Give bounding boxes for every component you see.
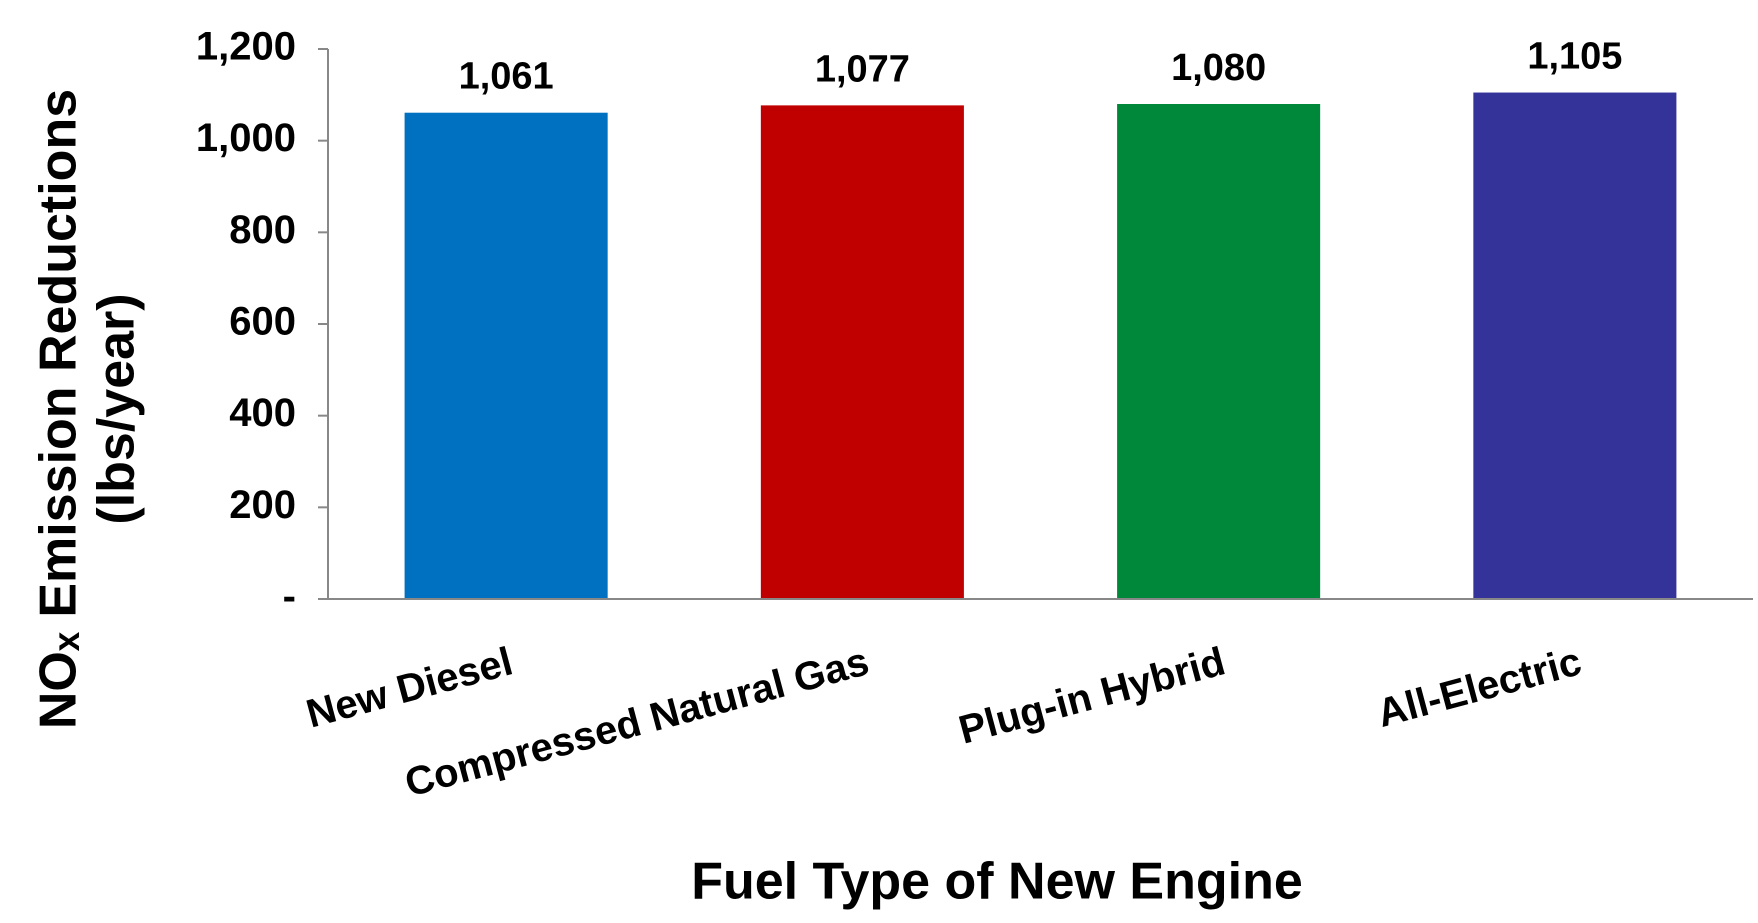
y-tick-label: 1,000 <box>196 116 296 160</box>
x-tick-label: Plug-in Hybrid <box>954 639 1229 752</box>
y-tick-label: 400 <box>229 391 296 435</box>
bar <box>1473 92 1677 600</box>
y-tick-label: 1,200 <box>196 25 296 69</box>
value-label: 1,080 <box>1171 47 1266 89</box>
y-tick-label: - <box>283 575 296 619</box>
y-axis-title: NOₓ Emission Reductions <box>30 89 88 729</box>
x-tick-label: All-Electric <box>1373 639 1586 736</box>
value-label: 1,077 <box>815 48 910 90</box>
y-tick-label: 200 <box>229 483 296 527</box>
x-axis-title: Fuel Type of New Engine <box>691 853 1303 911</box>
bar <box>1117 104 1321 599</box>
y-tick-label: 800 <box>229 208 296 252</box>
bar <box>404 112 608 599</box>
y-tick-label: 600 <box>229 300 296 344</box>
value-label: 1,105 <box>1527 36 1622 78</box>
value-label: 1,061 <box>459 56 554 98</box>
x-tick-label: New Diesel <box>302 639 517 736</box>
bar <box>760 105 964 599</box>
y-axis-title: (lbs/year) <box>88 293 146 524</box>
